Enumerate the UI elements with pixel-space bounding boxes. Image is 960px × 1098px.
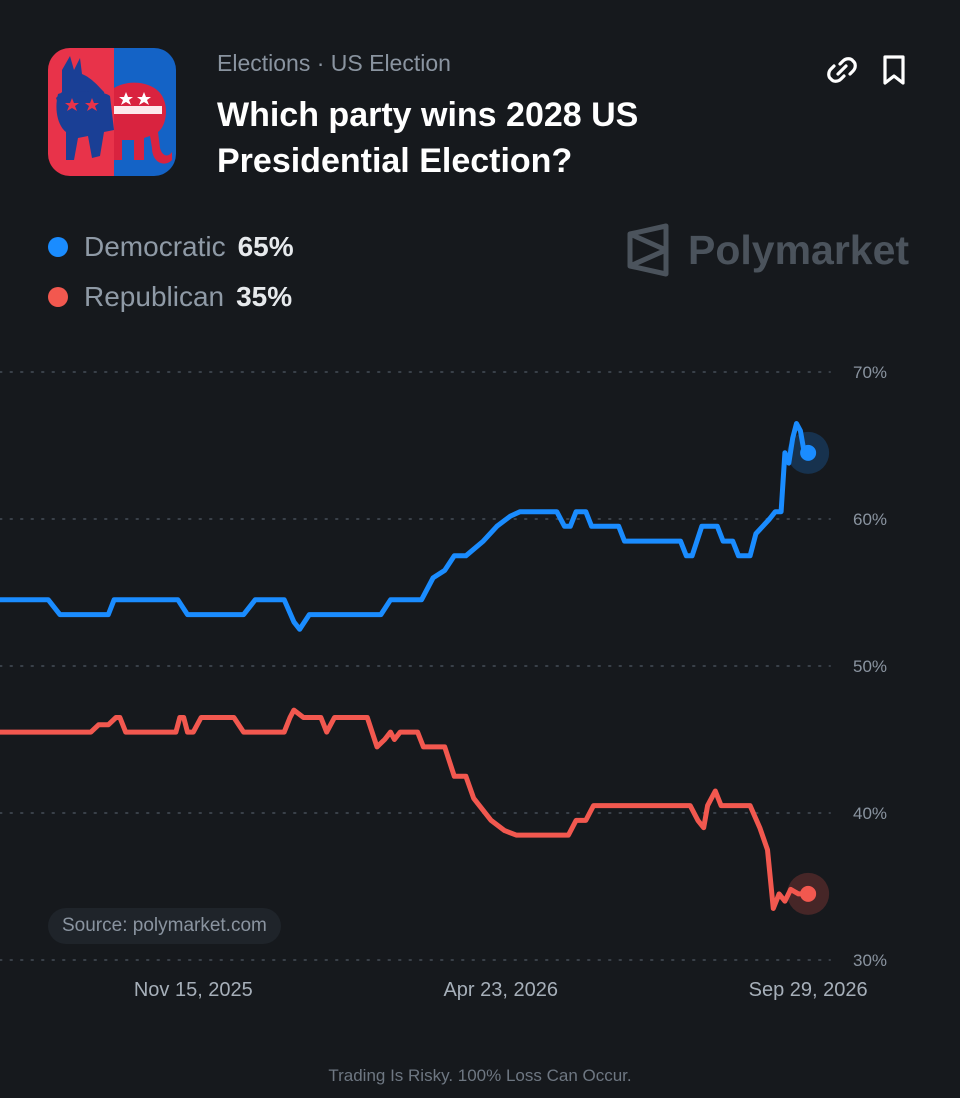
- polymarket-watermark: Polymarket: [624, 222, 909, 278]
- chart-series: [0, 421, 830, 915]
- y-tick-label: 70%: [853, 363, 887, 382]
- y-tick-label: 30%: [853, 951, 887, 970]
- polymarket-logo-icon: [627, 223, 669, 277]
- legend-label: Democratic: [84, 231, 226, 262]
- legend-label: Republican: [84, 281, 225, 312]
- bookmark-button[interactable]: [876, 52, 912, 88]
- link-icon: [827, 57, 857, 83]
- breadcrumb[interactable]: Elections · US Election: [217, 50, 451, 76]
- y-tick-label: 50%: [853, 657, 887, 676]
- chart-legend: Democratic 65% Republican 35%: [48, 222, 294, 322]
- series-end-point-democratic: [800, 444, 817, 461]
- source-label: Source: polymarket.com: [48, 908, 281, 944]
- page-title: Which party wins 2028 US Presidential El…: [217, 96, 639, 180]
- legend-value: 35%: [236, 281, 293, 312]
- legend-value: 65%: [237, 231, 294, 262]
- x-tick-label: Sep 29, 2026: [749, 979, 868, 1001]
- legend-dot-republican: [48, 287, 68, 307]
- y-tick-label: 40%: [853, 804, 887, 823]
- chart-grid: [0, 371, 831, 961]
- x-tick-label: Nov 15, 2025: [134, 979, 253, 1001]
- brand-name: Polymarket: [688, 226, 910, 273]
- series-line-democratic: [0, 421, 811, 632]
- legend-item-republican: Republican 35%: [48, 272, 294, 322]
- x-axis-ticks: Nov 15, 2025 Apr 23, 2026 Sep 29, 2026: [134, 979, 868, 1001]
- legend-dot-democratic: [48, 237, 68, 257]
- y-tick-label: 60%: [853, 510, 887, 529]
- legend-item-democratic: Democratic 65%: [48, 222, 294, 272]
- series-line-republican: [0, 707, 811, 911]
- copy-link-button[interactable]: [824, 52, 860, 88]
- risk-disclaimer: Trading Is Risky. 100% Loss Can Occur.: [328, 1066, 632, 1085]
- y-axis-ticks: 70% 60% 50% 40% 30%: [853, 363, 887, 970]
- probability-chart: 70% 60% 50% 40% 30% Nov 15, 2025 Apr 23, 2026…: [0, 363, 887, 1001]
- x-tick-label: Apr 23, 2026: [443, 979, 558, 1001]
- series-end-point-republican: [800, 885, 817, 902]
- bookmark-icon: [883, 55, 905, 85]
- market-logo: [48, 48, 176, 176]
- donkey-elephant-icon: [48, 48, 176, 176]
